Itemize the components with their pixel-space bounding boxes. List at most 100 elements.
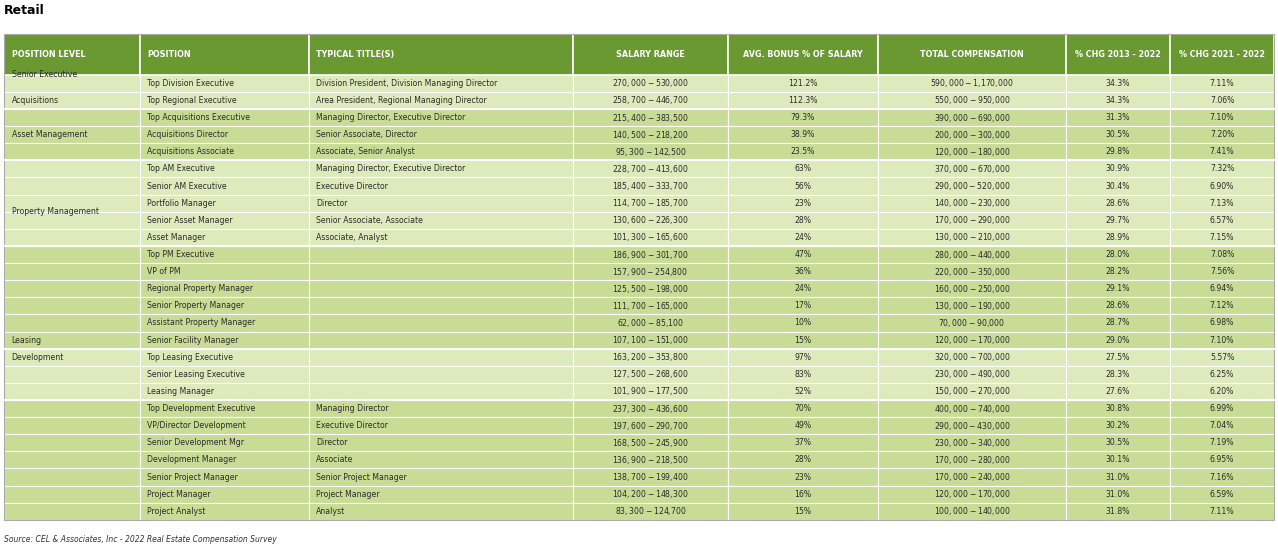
Text: 30.9%: 30.9% xyxy=(1105,164,1130,174)
Bar xyxy=(728,434,878,452)
Bar xyxy=(4,297,139,314)
Text: 6.99%: 6.99% xyxy=(1210,404,1235,413)
Text: $83,300 - $124,700: $83,300 - $124,700 xyxy=(615,505,686,517)
Bar xyxy=(4,366,139,383)
Bar xyxy=(139,434,309,452)
Bar xyxy=(309,400,573,417)
Text: $95,300 - $142,500: $95,300 - $142,500 xyxy=(615,146,686,158)
Text: 52%: 52% xyxy=(795,387,812,396)
Bar xyxy=(139,314,309,331)
Bar xyxy=(4,246,139,263)
Bar xyxy=(1066,109,1169,126)
Bar xyxy=(1169,34,1274,75)
Text: $111,700 - $165,000: $111,700 - $165,000 xyxy=(612,300,689,312)
Bar xyxy=(309,349,573,366)
Text: 6.59%: 6.59% xyxy=(1210,490,1235,498)
Text: Analyst: Analyst xyxy=(317,507,345,516)
Text: Senior Leasing Executive: Senior Leasing Executive xyxy=(147,370,245,379)
Bar xyxy=(309,229,573,246)
Bar xyxy=(573,417,728,434)
Bar xyxy=(309,161,573,177)
Bar xyxy=(878,366,1066,383)
Text: 37%: 37% xyxy=(795,438,812,447)
Bar xyxy=(573,400,728,417)
Bar xyxy=(1169,383,1274,400)
Bar xyxy=(309,212,573,229)
Text: $200,000 - $300,000: $200,000 - $300,000 xyxy=(933,129,1010,141)
Bar xyxy=(1169,229,1274,246)
Text: $390,000 - $690,000: $390,000 - $690,000 xyxy=(933,111,1010,123)
Bar xyxy=(573,143,728,161)
Text: Managing Director, Executive Director: Managing Director, Executive Director xyxy=(317,113,465,122)
Text: $120,000 - $170,000: $120,000 - $170,000 xyxy=(933,334,1010,346)
Text: SALARY RANGE: SALARY RANGE xyxy=(616,50,685,59)
Bar xyxy=(4,280,139,297)
Text: Source: CEL & Associates, Inc - 2022 Real Estate Compensation Survey: Source: CEL & Associates, Inc - 2022 Rea… xyxy=(4,535,276,544)
Bar xyxy=(4,194,139,212)
Text: 7.56%: 7.56% xyxy=(1210,267,1235,276)
Bar xyxy=(573,161,728,177)
Bar xyxy=(4,75,139,92)
Text: 23.5%: 23.5% xyxy=(791,147,815,156)
Text: $220,000 - $350,000: $220,000 - $350,000 xyxy=(933,265,1010,277)
Bar xyxy=(573,212,728,229)
Bar xyxy=(1169,452,1274,468)
Text: 28.0%: 28.0% xyxy=(1105,250,1130,259)
Text: % CHG 2013 - 2022: % CHG 2013 - 2022 xyxy=(1075,50,1160,59)
Text: $290,000 - $520,000: $290,000 - $520,000 xyxy=(934,180,1010,192)
Text: $130,000 - $190,000: $130,000 - $190,000 xyxy=(933,300,1010,312)
Bar xyxy=(1169,485,1274,503)
Text: $186,900 - $301,700: $186,900 - $301,700 xyxy=(612,248,689,260)
Text: Senior Facility Manager: Senior Facility Manager xyxy=(147,336,239,345)
Bar xyxy=(728,366,878,383)
Bar xyxy=(728,297,878,314)
Bar xyxy=(878,229,1066,246)
Text: 28.6%: 28.6% xyxy=(1105,199,1130,207)
Text: $107,100 - $151,000: $107,100 - $151,000 xyxy=(612,334,689,346)
Bar xyxy=(1169,331,1274,349)
Bar xyxy=(309,109,573,126)
Text: 34.3%: 34.3% xyxy=(1105,96,1130,105)
Bar xyxy=(573,297,728,314)
Bar xyxy=(728,177,878,194)
Bar xyxy=(573,246,728,263)
Bar xyxy=(4,468,139,485)
Bar xyxy=(573,485,728,503)
Text: 30.4%: 30.4% xyxy=(1105,182,1130,191)
Bar xyxy=(1066,75,1169,92)
Bar xyxy=(1066,212,1169,229)
Bar xyxy=(139,229,309,246)
Bar xyxy=(728,468,878,485)
Bar xyxy=(1066,246,1169,263)
Text: Asset Manager: Asset Manager xyxy=(147,233,206,242)
Bar xyxy=(139,485,309,503)
Bar xyxy=(1066,417,1169,434)
Bar xyxy=(1169,92,1274,109)
Text: 31.0%: 31.0% xyxy=(1105,472,1130,482)
Bar xyxy=(728,314,878,331)
Text: $62,000 - $85,100: $62,000 - $85,100 xyxy=(617,317,684,329)
Text: 28.6%: 28.6% xyxy=(1105,301,1130,310)
Bar xyxy=(139,143,309,161)
Bar xyxy=(139,246,309,263)
Text: 6.94%: 6.94% xyxy=(1210,284,1235,293)
Bar xyxy=(1169,75,1274,92)
Text: Top Regional Executive: Top Regional Executive xyxy=(147,96,236,105)
Text: 6.25%: 6.25% xyxy=(1210,370,1235,379)
Bar xyxy=(878,383,1066,400)
Bar xyxy=(1169,280,1274,297)
Bar xyxy=(573,229,728,246)
Bar xyxy=(4,34,139,75)
Text: 30.1%: 30.1% xyxy=(1105,455,1130,465)
Bar xyxy=(1066,161,1169,177)
Bar xyxy=(309,452,573,468)
Bar xyxy=(728,417,878,434)
Text: 24%: 24% xyxy=(795,233,812,242)
Bar xyxy=(878,34,1066,75)
Text: Associate: Associate xyxy=(317,455,354,465)
Text: $270,000 - $530,000: $270,000 - $530,000 xyxy=(612,78,689,90)
Bar xyxy=(878,485,1066,503)
Bar xyxy=(1066,280,1169,297)
Text: Portfolio Manager: Portfolio Manager xyxy=(147,199,216,207)
Text: 27.5%: 27.5% xyxy=(1105,353,1130,361)
